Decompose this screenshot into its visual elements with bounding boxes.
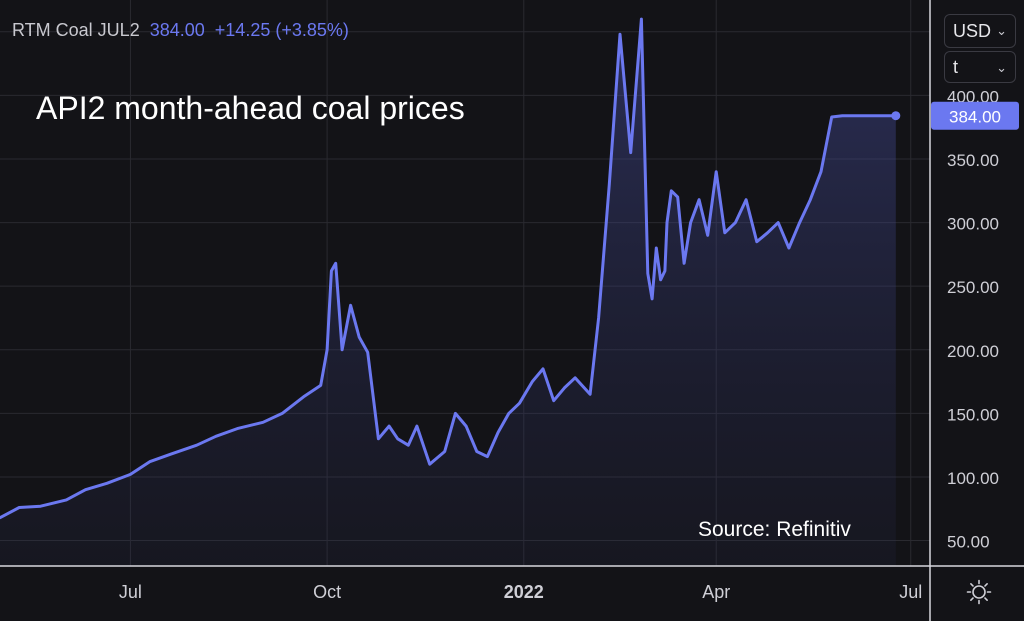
y-tick-label: 50.00 (947, 533, 990, 552)
last-value-label: 384.00 (949, 108, 1001, 127)
x-tick-label: Apr (702, 582, 730, 602)
unit-select[interactable]: t ⌄ (944, 51, 1016, 83)
chevron-down-icon: ⌄ (996, 60, 1007, 75)
area-layer (0, 17, 901, 567)
unit-value: t (953, 57, 959, 77)
chevron-down-icon: ⌄ (996, 23, 1007, 38)
y-tick-label: 200.00 (947, 342, 999, 361)
chart-title: API2 month-ahead coal prices (36, 90, 465, 126)
currency-value: USD (953, 21, 992, 41)
last-value-badge (931, 101, 1019, 130)
last-point-marker (891, 111, 901, 121)
x-tick-label: 2022 (504, 582, 544, 602)
y-tick-label: 150.00 (947, 405, 999, 424)
sun-gear-icon-ray (984, 597, 988, 601)
x-tick-label: Jul (119, 582, 142, 602)
source-annotation: Source: Refinitiv (698, 518, 851, 541)
sun-gear-icon-ray (984, 583, 988, 587)
last-price: 384.00 (149, 20, 205, 40)
sun-gear-icon[interactable] (966, 579, 992, 605)
y-tick-label: 350.00 (947, 151, 999, 170)
series-area-fill (0, 19, 896, 567)
sun-gear-icon-ray (970, 597, 974, 601)
price-change: +14.25 (+3.85%) (214, 20, 349, 40)
x-tick-label: Jul (899, 582, 922, 602)
currency-select[interactable]: USD ⌄ (944, 14, 1016, 48)
symbol-header: RTM Coal JUL2 384.00 +14.25 (+3.85%) (12, 20, 349, 41)
series-line (0, 17, 898, 520)
sun-gear-icon-core (972, 585, 986, 599)
y-tick-label: 250.00 (947, 278, 999, 297)
y-tick-label: 100.00 (947, 469, 999, 488)
sun-gear-icon-ray (970, 583, 974, 587)
symbol-name: RTM Coal JUL2 (12, 20, 140, 40)
y-tick-label: 300.00 (947, 215, 999, 234)
y-tick-label: 400.00 (947, 87, 999, 106)
x-tick-label: Oct (313, 582, 341, 602)
